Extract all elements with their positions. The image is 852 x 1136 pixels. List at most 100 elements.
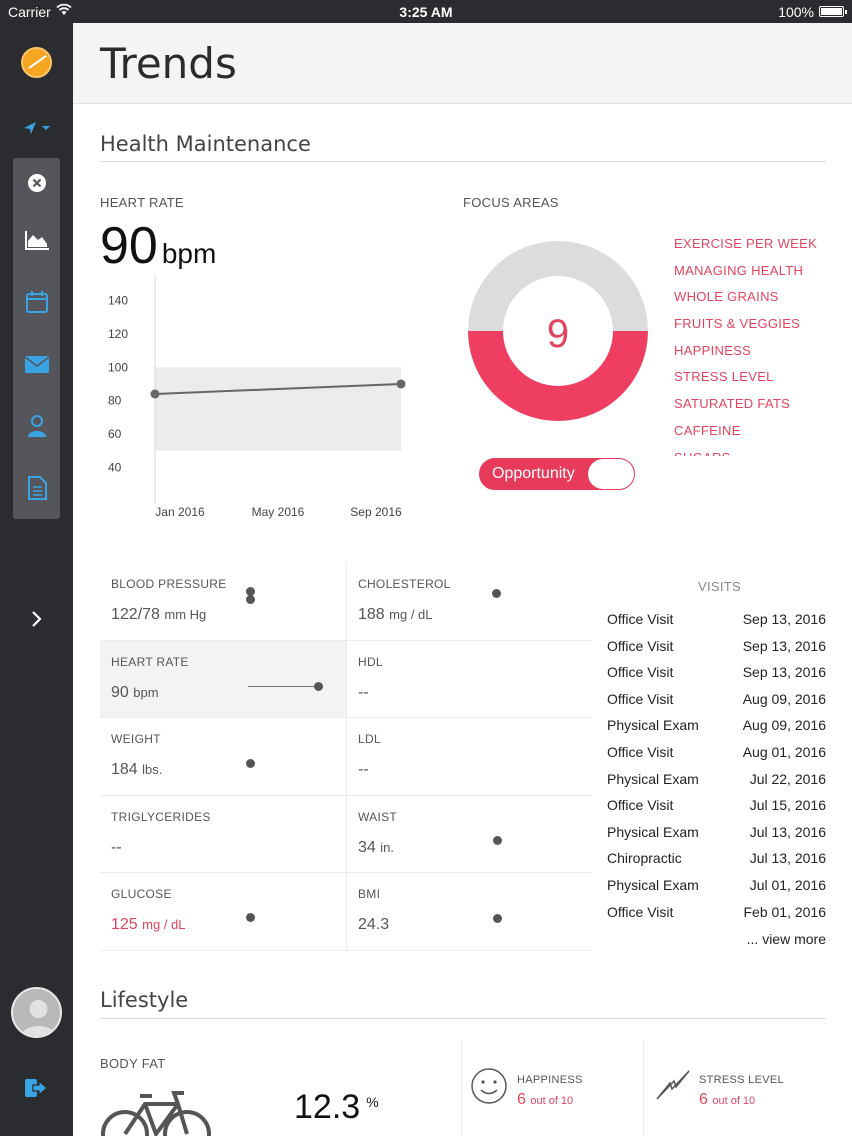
focus-area-item[interactable]: MANAGING HEALTH <box>674 262 804 278</box>
metric-trend-dot <box>246 913 255 923</box>
visit-date: Jul 01, 2016 <box>749 876 826 893</box>
focus-area-item[interactable]: EXERCISE PER WEEK <box>674 236 818 251</box>
visit-row[interactable]: Office Visit Jul 15, 2016 <box>607 793 826 820</box>
visit-row[interactable]: Physical Exam Jul 01, 2016 <box>607 873 826 900</box>
avatar[interactable] <box>11 987 62 1038</box>
status-bar: Carrier 3:25 AM 100% <box>0 0 852 23</box>
metric-number: 125 <box>111 916 138 934</box>
metric-bmi[interactable]: BMI 24.3 <box>346 873 592 951</box>
visit-type: Office Visit <box>607 903 674 920</box>
focus-area-item[interactable]: FRUITS & VEGGIES <box>674 316 801 332</box>
nav-trends-button[interactable] <box>13 220 60 260</box>
metric-waist[interactable]: WAIST 34 in. <box>346 795 592 874</box>
carrier-label: Carrier <box>8 4 51 20</box>
metric-unit: lbs. <box>142 762 163 778</box>
smiley-icon <box>471 1068 507 1104</box>
opportunity-toggle[interactable]: Opportunity <box>479 458 635 490</box>
metric-value: 184 lbs. <box>111 761 162 779</box>
user-silhouette-icon <box>21 1000 56 1036</box>
metric-number: 184 <box>111 761 138 779</box>
app-logo-icon[interactable] <box>21 47 52 78</box>
visit-row[interactable]: Physical Exam Jul 22, 2016 <box>607 767 826 794</box>
page-title: Trends <box>100 39 237 88</box>
section-divider <box>100 161 826 162</box>
view-more-link[interactable]: ... view more <box>746 931 826 947</box>
metric-weight[interactable]: WEIGHT 184 lbs. <box>100 718 346 796</box>
main-content: Health Maintenance HEART RATE 90 bpm 140 1… <box>73 104 852 1136</box>
visit-date: Aug 09, 2016 <box>742 717 826 734</box>
visit-row[interactable]: Office Visit Sep 13, 2016 <box>607 660 826 687</box>
clock: 3:25 AM <box>399 4 453 20</box>
metric-glucose[interactable]: GLUCOSE 125 mg / dL <box>100 873 346 951</box>
stress-value: 6 <box>699 1091 708 1108</box>
metric-trend-dot <box>246 587 255 596</box>
focus-area-item[interactable]: WHOLE GRAINS <box>674 289 779 305</box>
visit-row[interactable]: Chiropractic Jul 13, 2016 <box>607 846 826 873</box>
bicycle-icon <box>101 1091 211 1136</box>
focus-areas-list[interactable]: EXERCISE PER WEEK MANAGING HEALTH WHOLE GR… <box>674 236 817 456</box>
nav-close-button[interactable] <box>13 163 60 203</box>
donut-upper-segment <box>468 241 648 331</box>
focus-area-item[interactable]: SUGARS <box>674 450 817 457</box>
metric-hdl[interactable]: HDL -- <box>346 640 592 719</box>
visit-row[interactable]: Office Visit Feb 01, 2016 <box>607 900 826 927</box>
metric-unit: mg / dL <box>389 607 433 622</box>
nav-calendar-button[interactable] <box>13 282 60 322</box>
visit-type: Office Visit <box>607 797 674 814</box>
donut-lower-segment <box>468 331 648 421</box>
metric-value: -- <box>358 761 369 779</box>
body-fat-unit: % <box>366 1094 379 1110</box>
stress-card[interactable]: STRESS LEVEL 6 out of 10 <box>643 1041 826 1136</box>
document-icon <box>27 476 47 500</box>
metric-triglycerides[interactable]: TRIGLYCERIDES -- <box>100 796 346 874</box>
metric-label: BLOOD PRESSURE <box>111 577 227 591</box>
visit-row[interactable]: Physical Exam Jul 13, 2016 <box>607 820 826 847</box>
metric-number: -- <box>358 683 369 701</box>
location-icon[interactable] <box>22 119 52 137</box>
expand-chevron-icon[interactable] <box>24 607 48 631</box>
stress-suffix: out of 10 <box>712 1095 756 1107</box>
area-chart-icon <box>24 231 49 250</box>
happiness-card[interactable]: HAPPINESS 6 out of 10 <box>461 1041 643 1136</box>
metric-blood-pressure[interactable]: BLOOD PRESSURE 122/78 mm Hg <box>100 563 346 641</box>
metric-label: HEART RATE <box>111 654 189 669</box>
focus-area-item[interactable]: HAPPINESS <box>674 342 752 358</box>
y-tick-label: 140 <box>108 294 128 308</box>
calendar-icon <box>25 291 48 313</box>
y-tick-label: 60 <box>108 427 122 441</box>
focus-area-item[interactable]: STRESS LEVEL <box>674 369 774 385</box>
body-fat-label: BODY FAT <box>100 1056 166 1071</box>
y-tick-label: 40 <box>108 460 122 474</box>
series-line <box>154 383 402 395</box>
nav-documents-button[interactable] <box>13 468 60 508</box>
y-tick-label: 120 <box>108 327 128 341</box>
toggle-knob[interactable] <box>588 459 634 489</box>
visit-date: Sep 13, 2016 <box>742 611 826 627</box>
metric-heart-rate[interactable]: HEART RATE 90 bpm <box>100 640 346 719</box>
visit-row[interactable]: Physical Exam Aug 09, 2016 <box>607 713 826 740</box>
visit-type: Office Visit <box>607 611 674 627</box>
happiness-readout: 6 out of 10 <box>517 1091 573 1109</box>
visit-row[interactable]: Office Visit Sep 13, 2016 <box>607 607 826 634</box>
focus-area-item[interactable]: SATURATED FATS <box>674 396 791 412</box>
visit-date: Sep 13, 2016 <box>742 637 826 654</box>
visit-type: Office Visit <box>607 664 674 681</box>
visit-row[interactable]: Office Visit Aug 09, 2016 <box>607 687 826 714</box>
focus-area-item[interactable]: CAFFEINE <box>674 422 741 438</box>
metric-cholesterol[interactable]: CHOLESTEROL 188 mg / dL <box>346 563 592 641</box>
metric-value: 34 in. <box>358 839 394 857</box>
battery-percent: 100% <box>778 4 814 20</box>
metric-label: WAIST <box>358 809 398 824</box>
visit-row[interactable]: Office Visit Sep 13, 2016 <box>607 634 826 661</box>
nav-messages-button[interactable] <box>13 344 60 384</box>
heart-rate-value: 90 <box>100 217 158 275</box>
visit-row[interactable]: Office Visit Aug 01, 2016 <box>607 740 826 767</box>
metric-ldl[interactable]: LDL -- <box>346 718 592 796</box>
visits-title: VISITS <box>698 579 741 594</box>
metric-unit: in. <box>380 839 394 855</box>
visit-date: Jul 13, 2016 <box>749 850 826 867</box>
nav-providers-button[interactable] <box>13 406 60 446</box>
visit-type: Office Visit <box>607 637 674 654</box>
logout-icon[interactable] <box>24 1077 48 1099</box>
metric-number: 24.3 <box>358 916 390 934</box>
